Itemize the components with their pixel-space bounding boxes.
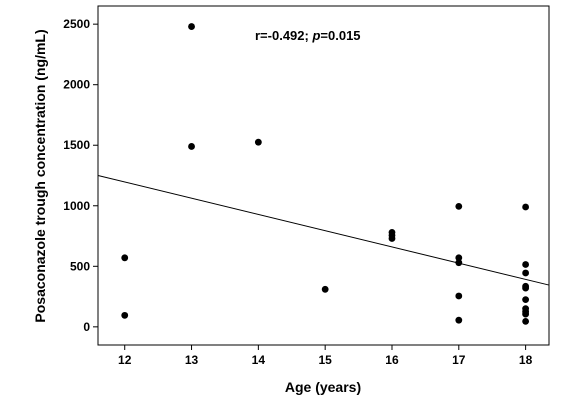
x-tick-label: 12 [118,353,132,367]
data-point [188,143,195,150]
y-tick-label: 1500 [63,138,90,152]
y-tick-label: 2000 [63,78,90,92]
data-point [121,254,129,262]
data-point [522,261,530,268]
data-point [321,285,329,293]
x-tick-label: 16 [385,353,399,367]
x-axis: 12 13 14 15 16 17 18 [118,345,533,367]
data-points [121,23,530,325]
data-point [522,284,530,292]
y-axis: 0 500 1000 1500 2000 2500 [63,17,98,334]
annotation-p-value: =0.015 [320,28,360,43]
x-tick-label: 17 [452,353,466,367]
x-axis-title: Age (years) [285,379,361,395]
annotation-r: r=-0.492; [255,28,312,43]
data-point [455,316,463,324]
data-point [522,269,530,277]
data-point [522,203,530,211]
y-tick-label: 2500 [63,17,90,31]
annotation-p-symbol: p [311,28,320,43]
x-tick-label: 13 [185,353,199,367]
regression-line [97,175,550,286]
data-point [188,23,195,30]
data-point [455,292,463,300]
correlation-annotation: r=-0.492; p=0.015 [255,28,361,43]
y-tick-label: 1000 [63,199,90,213]
x-tick-label: 18 [519,353,533,367]
y-tick-label: 500 [70,259,90,273]
y-tick-label: 0 [83,320,90,334]
y-axis-title: Posaconazole trough concentration (ng/mL… [32,29,48,322]
data-point [455,254,463,262]
plot-frame [97,5,550,346]
data-point [455,202,463,210]
data-point [522,296,530,303]
data-point [522,310,530,318]
x-tick-label: 15 [318,353,332,367]
data-point [388,235,396,242]
data-point [254,138,262,146]
data-point [522,317,530,325]
data-point [455,259,463,267]
x-tick-label: 14 [252,353,266,367]
data-point [121,311,129,319]
